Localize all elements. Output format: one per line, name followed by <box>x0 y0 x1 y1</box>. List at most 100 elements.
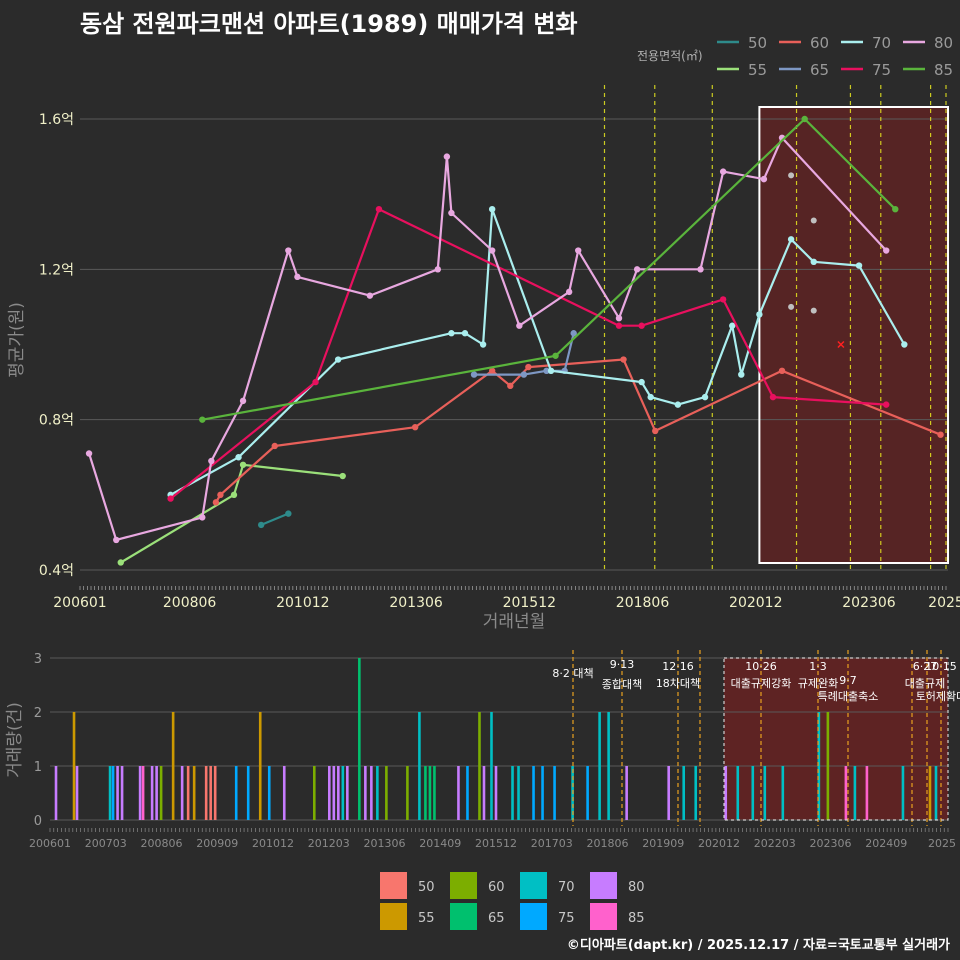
data-point-80 <box>565 288 573 296</box>
volume-bar <box>494 766 498 820</box>
x-tick-label: 202306 <box>842 595 896 611</box>
volume-bar <box>553 766 556 820</box>
policy-annotation: 9·13 <box>610 658 635 671</box>
data-point-80 <box>208 457 215 465</box>
volume-bar <box>108 766 112 820</box>
data-point-65 <box>520 371 528 378</box>
volume-bar <box>532 766 535 820</box>
data-point-80 <box>285 247 292 254</box>
volume-bar <box>724 766 728 820</box>
data-point-80 <box>760 175 768 183</box>
data-point-75 <box>719 296 727 303</box>
series-line-75 <box>169 208 887 500</box>
data-point-55 <box>230 491 238 499</box>
volume-bar <box>541 766 544 820</box>
data-point-80 <box>883 247 890 254</box>
volume-bar <box>667 766 670 820</box>
data-point-60 <box>488 367 496 375</box>
volume-bar <box>466 766 469 820</box>
policy-annotation: 10·15 <box>925 660 957 673</box>
legend-label-80: 80 <box>934 34 953 52</box>
volume-bar <box>928 766 932 820</box>
data-point-80 <box>443 153 451 160</box>
volume-bar <box>246 766 250 820</box>
data-point-65 <box>570 330 577 337</box>
data-point-65 <box>543 367 550 375</box>
legend-label-50: 50 <box>748 34 767 52</box>
volume-bar <box>817 712 821 820</box>
legend-label-60: 60 <box>810 34 829 52</box>
data-point-65 <box>470 371 478 378</box>
volume-bar <box>385 766 388 820</box>
y-axis-title: 평균가(원) <box>7 302 27 378</box>
volume-bar <box>826 712 830 820</box>
data-point-60 <box>525 363 532 371</box>
bar-x-tick-label: 201703 <box>531 837 573 850</box>
highlight-period-top <box>759 107 948 563</box>
bar-legend-swatch-75 <box>520 903 547 930</box>
data-point-80 <box>719 168 727 175</box>
bar-y-tick-label: 2 <box>34 706 42 721</box>
x-tick-label: 200806 <box>163 595 217 611</box>
data-point-70 <box>674 401 682 408</box>
legend-title: 전용면적(㎡) <box>637 49 703 63</box>
volume-bar <box>865 766 869 820</box>
bar-legend-label-65: 65 <box>488 911 505 926</box>
x-tick-label: 202012 <box>729 595 782 611</box>
bar-x-tick-label: 201306 <box>364 837 406 850</box>
data-point-75 <box>883 401 890 408</box>
data-point-55 <box>117 559 124 566</box>
policy-annotation: 18차대책 <box>656 677 700 690</box>
bar-legend-label-55: 55 <box>418 911 435 926</box>
volume-bar <box>511 766 514 820</box>
data-point-70 <box>461 330 469 337</box>
policy-annotation: 10·26 <box>745 660 777 673</box>
policy-annotation: 특례대출축소 <box>818 690 879 703</box>
extra-point <box>810 307 817 314</box>
data-point-80 <box>575 247 582 254</box>
volume-bar <box>625 766 628 820</box>
series-line-80 <box>88 136 888 542</box>
bar-y-axis-title: 거래량(건) <box>5 702 25 778</box>
data-point-60 <box>217 491 224 499</box>
bar-legend-swatch-85 <box>590 903 617 930</box>
data-point-75 <box>167 495 174 502</box>
volume-bar <box>418 712 421 820</box>
data-point-80 <box>516 322 523 329</box>
data-point-70 <box>729 322 736 329</box>
series-line-50 <box>260 512 289 526</box>
data-point-75 <box>312 378 319 386</box>
data-point-60 <box>652 427 659 435</box>
bar-x-tick-label: 201806 <box>587 837 629 850</box>
bar-highlight-box <box>723 657 949 821</box>
volume-bar <box>406 766 409 820</box>
bar-legend-label-60: 60 <box>488 880 505 895</box>
bar-legend-label-80: 80 <box>628 880 645 895</box>
data-point-70 <box>334 356 342 363</box>
data-point-80 <box>199 514 206 521</box>
bar-x-tick-label: 201012 <box>252 837 294 850</box>
data-point-80 <box>615 314 623 322</box>
bar-y-tick-label: 1 <box>34 760 42 775</box>
policy-annotation: 12·16 <box>662 660 694 673</box>
chart-title: 동삼 전원파크맨션 아파트(1989) 매매가격 변화 <box>80 10 578 38</box>
bar-legend-label-50: 50 <box>418 880 435 895</box>
bar-legend-label-70: 70 <box>558 880 575 895</box>
extra-point <box>810 217 817 224</box>
caption: ©디아파트(dapt.kr) / 2025.12.17 / 자료=국토교통부 실… <box>566 938 950 953</box>
volume-bar <box>204 766 208 820</box>
data-point-70 <box>901 341 908 348</box>
series-line-55 <box>120 463 343 564</box>
data-point-70 <box>638 378 645 386</box>
data-point-60 <box>271 442 278 450</box>
volume-bar <box>159 766 163 820</box>
policy-annotation: 1·3 <box>809 660 827 673</box>
volume-bar <box>341 766 345 820</box>
policy-annotation: 대출규제강화 <box>731 677 792 690</box>
bar-y-tick-label: 3 <box>34 652 42 667</box>
data-point-60 <box>212 499 220 506</box>
y-tick-label: 1.6억 <box>39 112 74 128</box>
data-point-70 <box>647 393 654 401</box>
data-point-80 <box>488 247 496 254</box>
volume-bar <box>763 766 767 820</box>
